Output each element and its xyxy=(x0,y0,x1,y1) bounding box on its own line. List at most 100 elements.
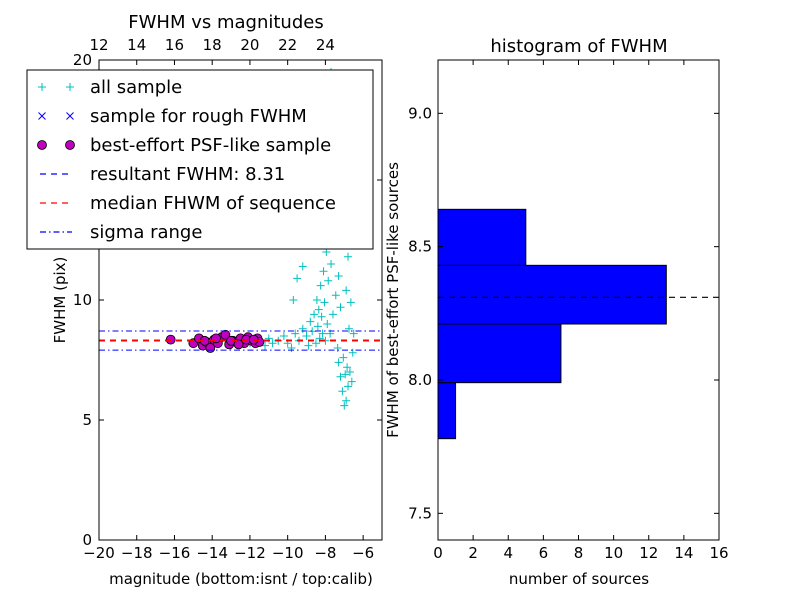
sample-point xyxy=(279,332,288,340)
sample-point xyxy=(304,341,313,350)
histogram-bar xyxy=(437,382,457,440)
sample-point xyxy=(346,298,355,307)
sample-point xyxy=(312,296,321,304)
top-x-tick-label: 16 xyxy=(165,36,184,54)
legend-marker xyxy=(38,112,46,120)
x-tick-label: 16 xyxy=(709,544,728,562)
sample-point xyxy=(287,344,296,352)
sample-point xyxy=(311,339,320,348)
y-tick-label: 10 xyxy=(73,291,92,309)
x-tick-label: 10 xyxy=(604,544,623,562)
y-tick-label: 8.0 xyxy=(408,371,432,389)
x-tick-label: 0 xyxy=(433,544,443,562)
top-x-tick-label: 20 xyxy=(240,36,259,54)
sample-point xyxy=(349,329,358,338)
left-y-axis-label: FWHM (pix) xyxy=(51,257,69,344)
legend-label: median FHWM of sequence xyxy=(90,193,336,214)
sample-point xyxy=(334,358,343,367)
legend-label: sigma range xyxy=(90,222,202,243)
right-x-axis: 0 2 4 6 8 10 12 14 16 xyxy=(433,60,729,562)
sample-point xyxy=(268,339,277,348)
sample-point xyxy=(340,401,349,410)
sample-point xyxy=(344,382,353,391)
sample-point xyxy=(344,252,353,261)
sample-point xyxy=(344,324,353,333)
psf-sample-point xyxy=(220,329,231,340)
legend-marker xyxy=(37,140,47,150)
psf-sample-point xyxy=(248,334,259,345)
sample-point xyxy=(345,368,354,376)
x-tick-label: −12 xyxy=(234,544,266,562)
sample-point xyxy=(314,305,323,314)
right-chart-title: histogram of FWHM xyxy=(490,36,667,57)
sample-point xyxy=(339,353,348,362)
x-tick-label: 4 xyxy=(503,544,513,562)
legend-marker xyxy=(38,83,46,91)
fwhm-vs-magnitude-plot: FWHM vs magnitudes −20 −18 −16 −14 −12 −10 −8−… xyxy=(26,12,383,588)
x-tick-label: −6 xyxy=(352,544,374,562)
legend-marker xyxy=(66,112,74,120)
sample-point xyxy=(306,317,315,326)
left-chart-title: FWHM vs magnitudes xyxy=(128,12,323,33)
y-tick-label: 5 xyxy=(82,411,92,429)
y-tick-label: 9.0 xyxy=(408,104,432,122)
left-top-axis: 12 14 16 18 20 22 24 xyxy=(89,36,335,65)
psf-sample-point xyxy=(233,339,244,350)
top-x-tick-label: 18 xyxy=(203,36,222,54)
right-y-axis-label: FWHM of best-effort PSF-like sources xyxy=(384,162,402,438)
left-bottom-axis: −20 −18 −16 −14 −12 −10 −8 −6 xyxy=(83,535,374,562)
sample-point xyxy=(298,324,307,333)
histogram-bar xyxy=(437,208,527,266)
y-tick-label: 0 xyxy=(82,531,92,549)
sample-point xyxy=(320,298,329,307)
x-tick-label: −8 xyxy=(314,544,336,562)
x-tick-label: 12 xyxy=(639,544,658,562)
y-tick-label: 20 xyxy=(73,51,92,69)
sample-point xyxy=(317,312,326,321)
sample-point xyxy=(336,372,345,381)
sample-point xyxy=(298,262,307,271)
left-x-axis-label: magnitude (bottom:isnt / top:calib) xyxy=(109,570,373,588)
legend: all sample sample for rough FWHM best-effo… xyxy=(26,69,374,250)
sample-point xyxy=(327,260,336,268)
legend-label: sample for rough FWHM xyxy=(90,106,307,127)
x-tick-label: 6 xyxy=(539,544,549,562)
top-x-tick-label: 24 xyxy=(316,36,335,54)
sample-point xyxy=(347,377,356,386)
left-reference-lines xyxy=(99,330,382,351)
sample-point xyxy=(313,322,322,331)
sample-point xyxy=(323,320,332,328)
sample-point xyxy=(310,310,319,319)
right-y-axis: 7.5 8.0 8.5 9.0 xyxy=(408,104,719,522)
sample-point xyxy=(316,281,325,290)
histogram-bar xyxy=(437,323,562,384)
sample-point xyxy=(324,276,333,285)
histogram-bars xyxy=(437,208,667,440)
sample-point xyxy=(293,274,302,283)
sample-point xyxy=(336,303,345,312)
sample-point xyxy=(291,329,300,338)
sample-point xyxy=(302,332,311,340)
sample-point xyxy=(308,327,317,336)
sample-point xyxy=(333,344,342,352)
y-tick-label: 8.5 xyxy=(408,238,432,256)
sample-point xyxy=(348,348,357,357)
x-tick-label: 14 xyxy=(674,544,693,562)
x-tick-label: −10 xyxy=(272,544,304,562)
right-x-axis-label: number of sources xyxy=(509,570,649,588)
sample-point xyxy=(342,286,351,295)
top-x-tick-label: 14 xyxy=(127,36,146,54)
sample-point xyxy=(318,329,327,338)
sample-point xyxy=(289,296,298,304)
sample-point xyxy=(342,396,351,405)
left-y-axis: 05101520 xyxy=(73,51,382,549)
legend-box xyxy=(26,69,374,250)
x-tick-label: −14 xyxy=(196,544,228,562)
x-tick-label: −16 xyxy=(159,544,191,562)
legend-marker xyxy=(66,83,74,91)
top-x-tick-label: 12 xyxy=(89,36,108,54)
x-tick-label: 2 xyxy=(468,544,478,562)
sample-point xyxy=(331,291,340,300)
fwhm-histogram-plot: histogram of FWHM 0 2 4 6 8 10 12 14 16 7.5 8.0 8.… xyxy=(384,36,729,588)
